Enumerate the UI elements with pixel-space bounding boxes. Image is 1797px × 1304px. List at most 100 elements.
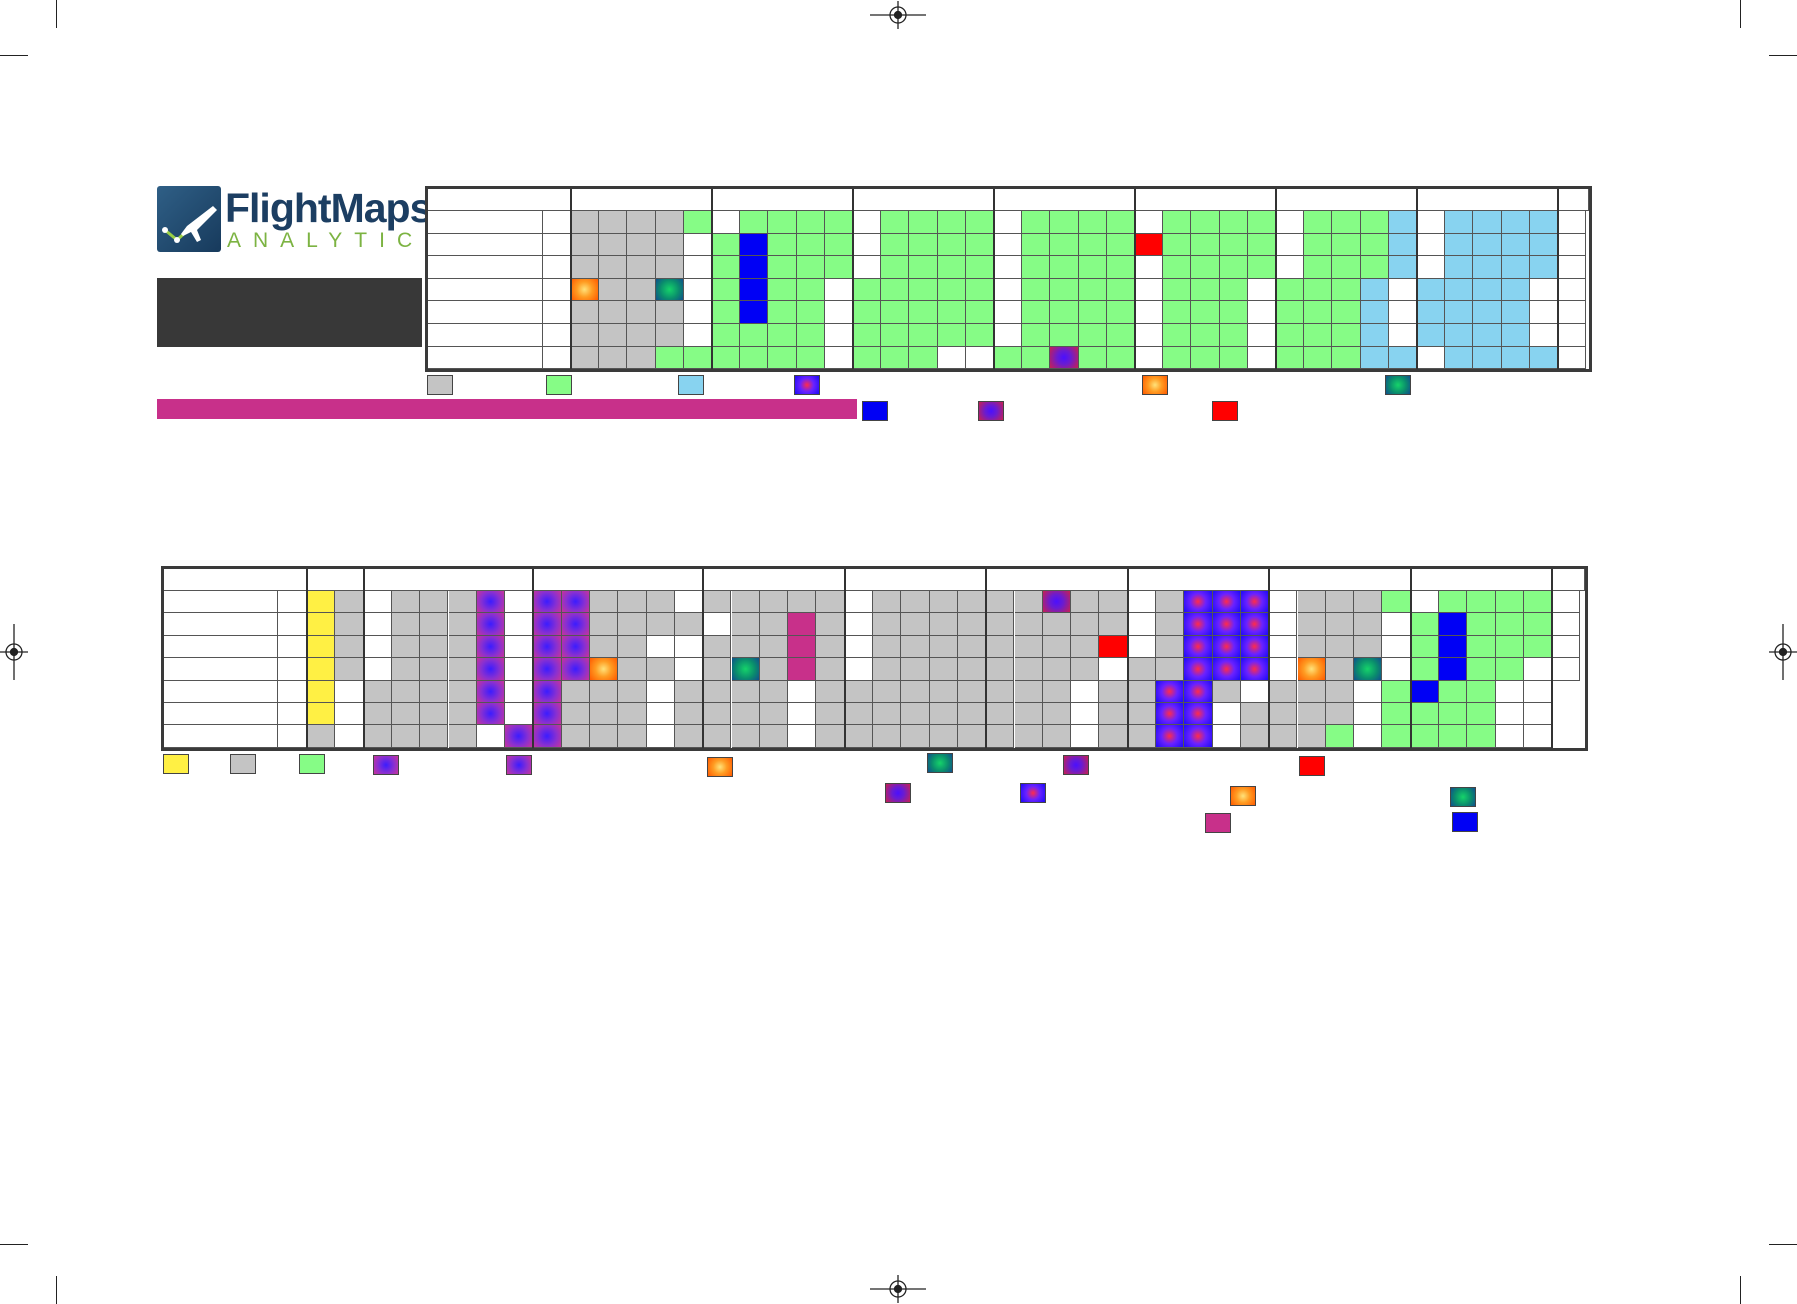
grid-cell [561, 613, 590, 636]
grid-cell [1163, 211, 1192, 234]
grid-cell [1501, 301, 1530, 324]
grid-cell [1269, 591, 1298, 614]
grid-cell [1163, 346, 1192, 370]
grid-cell [1219, 301, 1248, 324]
grid-cell [618, 613, 647, 636]
grid-cell [901, 725, 930, 748]
grid-cell [683, 346, 712, 370]
row-label-cell [164, 613, 278, 636]
grid-cell [1552, 591, 1581, 614]
grid-cell [1191, 278, 1220, 302]
grid-cell [646, 680, 675, 703]
grid-cell [986, 680, 1015, 703]
grid-cell [1410, 635, 1439, 659]
grid-cell [853, 256, 882, 279]
grid-cell [731, 725, 760, 748]
grid-cell [571, 301, 600, 324]
grid-cell [1191, 211, 1220, 234]
grid-cell [759, 635, 789, 659]
grid-cell [1304, 278, 1333, 302]
grid-cell [1439, 725, 1468, 748]
grid-cell [1099, 613, 1128, 636]
legend-swatch [1020, 783, 1046, 803]
grid-cell [1495, 591, 1524, 614]
grid-cell [505, 725, 534, 748]
grid-cell [627, 233, 656, 257]
row-label-cell [428, 211, 543, 234]
grid-cell [335, 725, 364, 748]
grid-cell [476, 591, 506, 614]
grid-cell [448, 725, 477, 748]
grid-cell [476, 680, 506, 703]
grid-cell [683, 301, 712, 324]
legend-swatch [163, 754, 189, 774]
grid-cell [674, 725, 704, 748]
grid-cell [1417, 324, 1446, 347]
grid-cell [420, 703, 449, 726]
grid-cell [731, 658, 760, 681]
grid-cell [1071, 725, 1100, 748]
grid-cell [655, 211, 684, 234]
legend-swatch [427, 375, 453, 395]
grid-cell [1071, 613, 1100, 636]
group-separator [993, 189, 995, 369]
grid-cell [1135, 346, 1164, 370]
grid-cell [1495, 658, 1524, 681]
legend-swatch [1063, 755, 1089, 775]
grid-cell [994, 233, 1023, 257]
grid-cell [1388, 278, 1417, 302]
grid-cell [986, 703, 1015, 726]
grid-cell [1467, 703, 1496, 726]
grid-cell [533, 635, 562, 659]
grid-cell [759, 613, 789, 636]
grid-cell [543, 211, 571, 234]
grid-cell [768, 301, 797, 324]
grid-cell [476, 658, 506, 681]
grid-cell [590, 703, 619, 726]
grid-cell [1269, 725, 1298, 748]
grid-cell [1127, 613, 1156, 636]
legend-swatch [707, 757, 733, 777]
grid-cell [1212, 613, 1241, 636]
grid-cell [1445, 324, 1474, 347]
grid-cell [683, 211, 712, 234]
grid-cell [674, 635, 704, 659]
grid-cell [816, 635, 845, 659]
grid-cell [1325, 680, 1355, 703]
grid-cell [420, 613, 449, 636]
grid-cell [937, 211, 966, 234]
grid-cell [363, 635, 392, 659]
grid-cell [335, 635, 364, 659]
grid-cell [994, 278, 1023, 302]
grid-cell [1523, 680, 1553, 703]
grid-cell [599, 278, 628, 302]
grid-cell [957, 725, 987, 748]
grid-cell [1410, 591, 1439, 614]
grid-cell [674, 613, 704, 636]
grid-cell [1473, 256, 1502, 279]
grid-cell [1022, 324, 1051, 347]
grid-cell [1078, 211, 1107, 234]
grid-header-row [164, 569, 1585, 591]
grid-cell [1247, 233, 1276, 257]
grid-cell [448, 613, 477, 636]
grid-cell [1014, 635, 1043, 659]
grid-cell [703, 658, 732, 681]
grid-cell [1325, 725, 1355, 748]
grid-cell [1042, 703, 1072, 726]
grid-cell [627, 346, 656, 370]
grid-cell [909, 233, 938, 257]
grid-cell [1382, 658, 1411, 681]
grid-cell [533, 703, 562, 726]
grid-cell [420, 658, 449, 681]
grid-cell [1439, 613, 1468, 636]
grid-cell [627, 256, 656, 279]
grid-cell [901, 658, 930, 681]
grid-cell [1388, 301, 1417, 324]
grid-cell [1445, 301, 1474, 324]
grid-cell [1078, 346, 1107, 370]
grid-cell [683, 324, 712, 347]
grid-cell [740, 324, 769, 347]
grid-cell [937, 233, 966, 257]
grid-cell [646, 725, 675, 748]
